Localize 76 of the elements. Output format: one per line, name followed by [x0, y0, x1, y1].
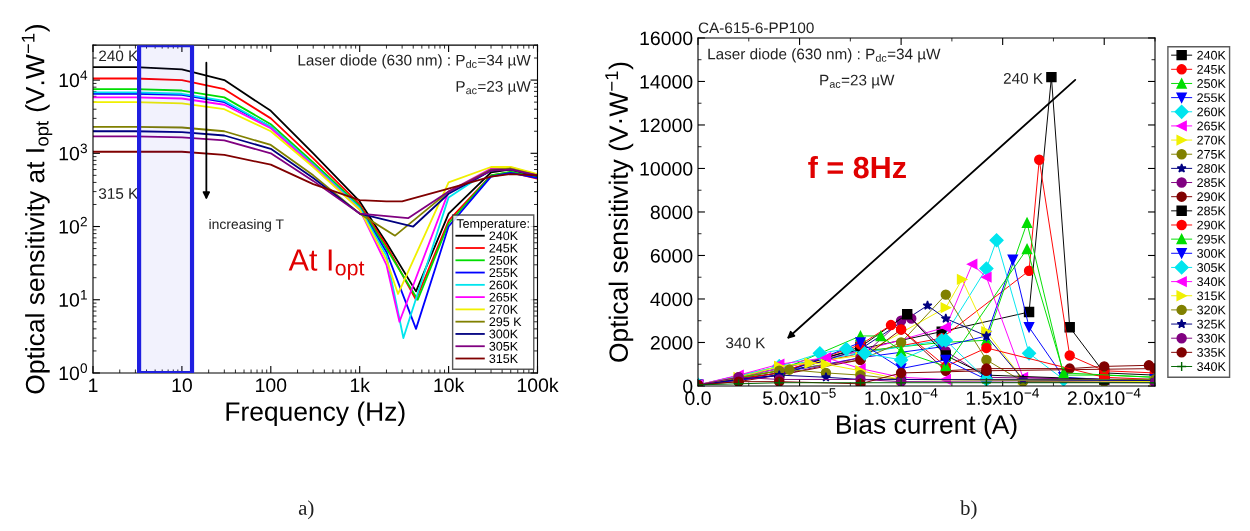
- legend-label: 260K: [1197, 107, 1226, 117]
- x-tick-label: 5.0x10$^{−5}$: [763, 388, 836, 405]
- annotation: P$_{ac}$=23 µW: [820, 74, 895, 89]
- legend-label: 305K: [489, 341, 518, 351]
- y-tick-label: 6000: [650, 248, 693, 263]
- legend-label: 250K: [1197, 79, 1226, 88]
- legend-label: 255K: [489, 268, 518, 278]
- legend-label: 240K: [1197, 50, 1226, 60]
- y-tick-label: 8000: [650, 205, 693, 220]
- y-axis-title: Optical sensitivity at I$_{opt}$ (V.W$^{−1}$): [21, 25, 53, 394]
- y-tick-label: 4000: [650, 292, 693, 307]
- annotation: increasing T: [209, 218, 284, 232]
- y-tick-label: 10000: [640, 161, 693, 176]
- legend-label: 270K: [1197, 135, 1226, 145]
- legend-label: 320K: [1197, 305, 1226, 315]
- y-tick-label: 10$^{4}$: [59, 70, 88, 88]
- annotation: Laser diode (630 nm) : P$_{dc}$=34 µW: [298, 54, 531, 69]
- y-tick-label: 10$^{2}$: [59, 216, 87, 234]
- y-tick-label: 2000: [650, 335, 693, 350]
- x-axis-title: Frequency (Hz): [226, 401, 405, 427]
- annotation: Laser diode (630 nm) : P$_{dc}$=34 µW: [708, 48, 941, 63]
- x-tick-label: 1: [89, 378, 98, 392]
- legend-label: 275K: [1197, 149, 1226, 159]
- legend-label: 250K: [489, 255, 518, 265]
- legend-label: 265K: [489, 292, 518, 302]
- y-axis-title: Optical sensitivity (V·W$^{−1}$): [605, 62, 634, 362]
- legend-label: 255K: [1197, 93, 1226, 103]
- x-axis-title: Bias current (A): [837, 414, 1017, 440]
- annotation: 240 K: [99, 50, 139, 62]
- legend-label: 295K: [1197, 234, 1226, 244]
- legend-label: 300K: [489, 329, 518, 339]
- legend-label: 240K: [489, 231, 518, 241]
- text: CA-615-6-PP100: [698, 22, 814, 34]
- legend-label: 280K: [1197, 164, 1226, 173]
- legend-label: 325K: [1197, 319, 1226, 329]
- x-tick-label: 10: [172, 378, 192, 393]
- annotation: 240 K: [1003, 73, 1043, 84]
- legend-label: 290K: [1197, 192, 1226, 202]
- legend-label: 285K: [1197, 206, 1226, 216]
- legend-label: 340K: [1197, 277, 1226, 287]
- y-tick-label: 12000: [640, 118, 693, 133]
- annotation: 340 K: [726, 337, 766, 349]
- legend-label: 290K: [1197, 220, 1226, 230]
- legend-label: 305K: [1197, 263, 1226, 272]
- y-tick-label: 10$^{1}$: [59, 290, 87, 307]
- legend-title: Temperature:: [456, 219, 529, 231]
- y-tick-label: 16000: [640, 31, 693, 46]
- legend-label: 315K: [1197, 291, 1226, 301]
- y-tick-label: 14000: [640, 74, 693, 89]
- y-tick-label: 10$^{0}$: [59, 363, 88, 381]
- legend-label: 335K: [1197, 348, 1226, 357]
- legend-label: 245K: [1197, 64, 1226, 74]
- annotation: P$_{ac}$=23 µW: [456, 80, 531, 95]
- y-tick-label: 10$^{3}$: [59, 143, 87, 161]
- legend-label: 340K: [1197, 362, 1226, 372]
- x-tick-label: 1.0x10$^{−4}$: [865, 388, 938, 405]
- x-tick-label: 2.0x10$^{−4}$: [1067, 388, 1141, 405]
- x-tick-label: 1.5x10$^{−4}$: [966, 388, 1040, 405]
- x-tick-label: 1k: [350, 377, 370, 392]
- legend-label: 285K: [1197, 178, 1226, 188]
- annotation: At I$_{opt}$: [288, 249, 365, 280]
- x-tick-label: 100: [256, 378, 287, 393]
- legend-label: 330K: [1197, 333, 1226, 343]
- legend-label: 245K: [489, 243, 518, 253]
- annotation: 315 K: [98, 188, 139, 199]
- legend-label: 315K: [489, 354, 518, 363]
- annotation: f = 8Hz: [808, 155, 906, 179]
- x-tick-label: 10k: [434, 377, 465, 393]
- x-tick-label: 100k: [517, 377, 559, 393]
- legend-label: 300K: [1197, 248, 1226, 258]
- legend-label: 260K: [489, 280, 518, 290]
- text: a): [298, 500, 314, 520]
- legend-label: 270K: [489, 305, 518, 314]
- legend-label: 265K: [1197, 121, 1226, 131]
- legend-label: 295 K: [489, 317, 522, 327]
- text: b): [960, 500, 977, 520]
